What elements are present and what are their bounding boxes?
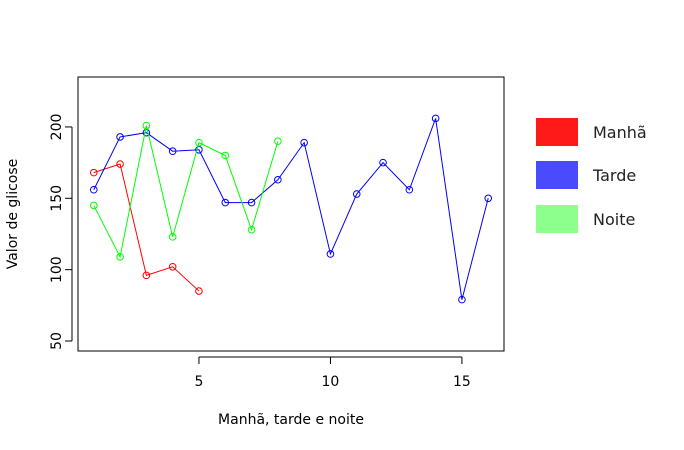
y-tick-label: 100 bbox=[49, 256, 65, 283]
y-axis: 50 100 150 200 bbox=[49, 114, 73, 350]
legend-swatch bbox=[536, 118, 578, 146]
legend-item-noite: Noite bbox=[536, 205, 635, 233]
data-point-tarde bbox=[247, 198, 256, 207]
x-axis: 5 10 15 bbox=[195, 356, 471, 390]
plot-frame bbox=[77, 76, 505, 352]
y-tick-label: 50 bbox=[49, 332, 65, 350]
legend-label: Tarde bbox=[592, 166, 636, 185]
y-tick-label: 200 bbox=[49, 114, 65, 141]
data-point-tarde bbox=[326, 250, 335, 258]
series-line-noite bbox=[93, 125, 279, 259]
data-point-tarde bbox=[116, 133, 124, 141]
series-line-tarde bbox=[93, 118, 489, 300]
data-point-tarde bbox=[142, 128, 151, 137]
data-point-noite bbox=[142, 121, 151, 130]
x-tick-label: 15 bbox=[453, 374, 471, 390]
y-axis-title: Valor de glicose bbox=[5, 159, 21, 270]
legend-item-tarde: Tarde bbox=[536, 161, 636, 189]
data-point-tarde bbox=[352, 190, 361, 198]
legend-swatch bbox=[536, 205, 578, 233]
data-point-noite bbox=[168, 233, 177, 241]
data-point-tarde bbox=[405, 185, 414, 194]
data-point-tarde bbox=[379, 158, 387, 167]
data-point-manha bbox=[116, 160, 124, 168]
data-point-noite bbox=[247, 225, 256, 234]
series-manha bbox=[89, 160, 203, 295]
data-point-manha bbox=[142, 271, 151, 280]
data-point-manha bbox=[168, 263, 177, 271]
legend-label: Manhã bbox=[593, 123, 647, 142]
data-point-tarde bbox=[458, 295, 466, 304]
data-point-manha bbox=[195, 287, 203, 295]
data-point-noite bbox=[221, 151, 230, 160]
data-point-noite bbox=[89, 201, 98, 210]
x-tick-label: 5 bbox=[195, 374, 204, 390]
data-point-tarde bbox=[168, 147, 177, 156]
legend-item-manha: Manhã bbox=[536, 118, 647, 146]
data-point-noite bbox=[195, 138, 203, 147]
legend: Manhã Tarde Noite bbox=[536, 118, 647, 233]
x-axis-title: Manhã, tarde e noite bbox=[218, 412, 364, 428]
legend-label: Noite bbox=[593, 210, 635, 229]
series-tarde bbox=[89, 114, 493, 304]
data-point-tarde bbox=[221, 198, 230, 207]
x-tick-label: 10 bbox=[322, 374, 340, 390]
series-noite bbox=[89, 121, 282, 261]
data-point-manha bbox=[89, 168, 98, 177]
data-point-tarde bbox=[484, 194, 493, 203]
data-point-noite bbox=[116, 253, 124, 261]
data-point-tarde bbox=[274, 175, 282, 184]
data-point-noite bbox=[274, 137, 282, 146]
data-point-tarde bbox=[300, 138, 308, 147]
data-point-tarde bbox=[431, 114, 440, 123]
data-point-tarde bbox=[89, 185, 98, 194]
y-tick-label: 150 bbox=[49, 185, 65, 212]
series-line-manha bbox=[93, 163, 200, 292]
legend-swatch bbox=[536, 161, 578, 189]
data-point-tarde bbox=[195, 145, 203, 154]
series-layer bbox=[89, 114, 493, 304]
